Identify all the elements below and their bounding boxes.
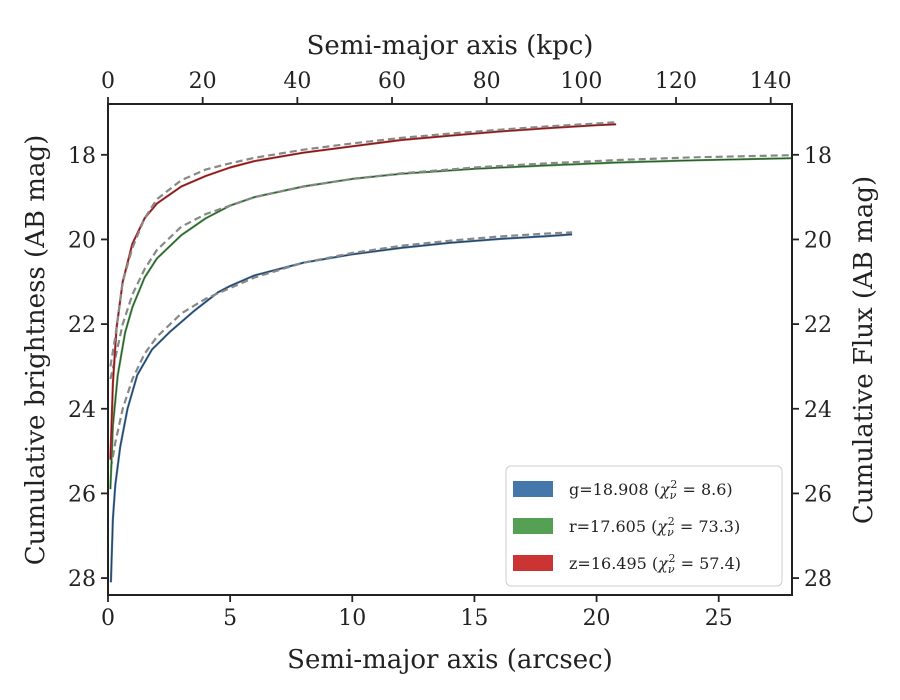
y-tick-label: 26 [68, 482, 96, 507]
legend-swatch-r [513, 518, 553, 534]
x-tick-label: 0 [101, 606, 115, 631]
y-axis-label: Cumulative brightness (AB mag) [21, 135, 51, 566]
right-y-tick-label: 24 [804, 398, 832, 423]
y-tick-label: 20 [68, 228, 96, 253]
right-y-tick-label: 26 [804, 482, 832, 507]
top-x-axis-label: Semi-major axis (kpc) [307, 31, 594, 61]
series-line-g [109, 233, 573, 583]
series-core-line-r [110, 157, 793, 490]
right-y-axis-label: Cumulative Flux (AB mag) [849, 176, 879, 524]
x-tick-label: 5 [223, 606, 237, 631]
y-tick-label: 28 [68, 567, 96, 592]
series-core-line-z [110, 123, 617, 460]
x-tick-label: 25 [705, 606, 733, 631]
legend-items: g=18.908 (χν2 = 8.6) r=17.605 (χν2 = 73.3… [513, 478, 741, 576]
fit-line-r [109, 154, 793, 380]
fit-line-g [109, 231, 573, 469]
y-tick-label: 18 [68, 144, 96, 169]
legend-box [505, 465, 783, 587]
x-tick-label: 15 [460, 606, 488, 631]
right-y-tick-label: 28 [804, 567, 832, 592]
y-tick-label: 24 [68, 398, 96, 423]
fit-line-z [109, 121, 617, 367]
legend-swatch-g [513, 481, 553, 497]
legend-swatch-z [513, 555, 553, 571]
series-line-z [109, 123, 617, 460]
top-x-tick-label: 140 [750, 69, 792, 94]
x-tick-label: 20 [583, 606, 611, 631]
x-tick-label: 10 [338, 606, 366, 631]
legend: g=18.908 (χν2 = 8.6) r=17.605 (χν2 = 73.3… [505, 465, 783, 587]
right-y-tick-label: 18 [804, 144, 832, 169]
series-line-r [109, 157, 793, 490]
y-tick-label: 22 [68, 313, 96, 338]
plot-layer [109, 121, 793, 583]
top-x-tick-label: 0 [101, 69, 115, 94]
top-x-tick-label: 120 [655, 69, 697, 94]
top-x-tick-label: 60 [378, 69, 406, 94]
top-x-tick-label: 100 [560, 69, 602, 94]
top-x-tick-label: 20 [189, 69, 217, 94]
top-x-tick-label: 80 [473, 69, 501, 94]
right-y-tick-label: 20 [804, 228, 832, 253]
axes-layer: 0 5 10 15 20 25 0 20 40 60 80 100 120 140 18 18 20 20 22 22… [68, 69, 832, 631]
legend-label-z: z=16.495 (χν2 = 57.4) [569, 552, 741, 576]
top-x-tick-label: 40 [283, 69, 311, 94]
series-core-line-g [110, 234, 573, 583]
legend-label-r: r=17.605 (χν2 = 73.3) [569, 515, 740, 539]
x-axis-label: Semi-major axis (arcsec) [287, 645, 613, 675]
right-y-tick-label: 22 [804, 313, 832, 338]
legend-label-g: g=18.908 (χν2 = 8.6) [569, 478, 733, 502]
plot-frame [107, 103, 793, 596]
